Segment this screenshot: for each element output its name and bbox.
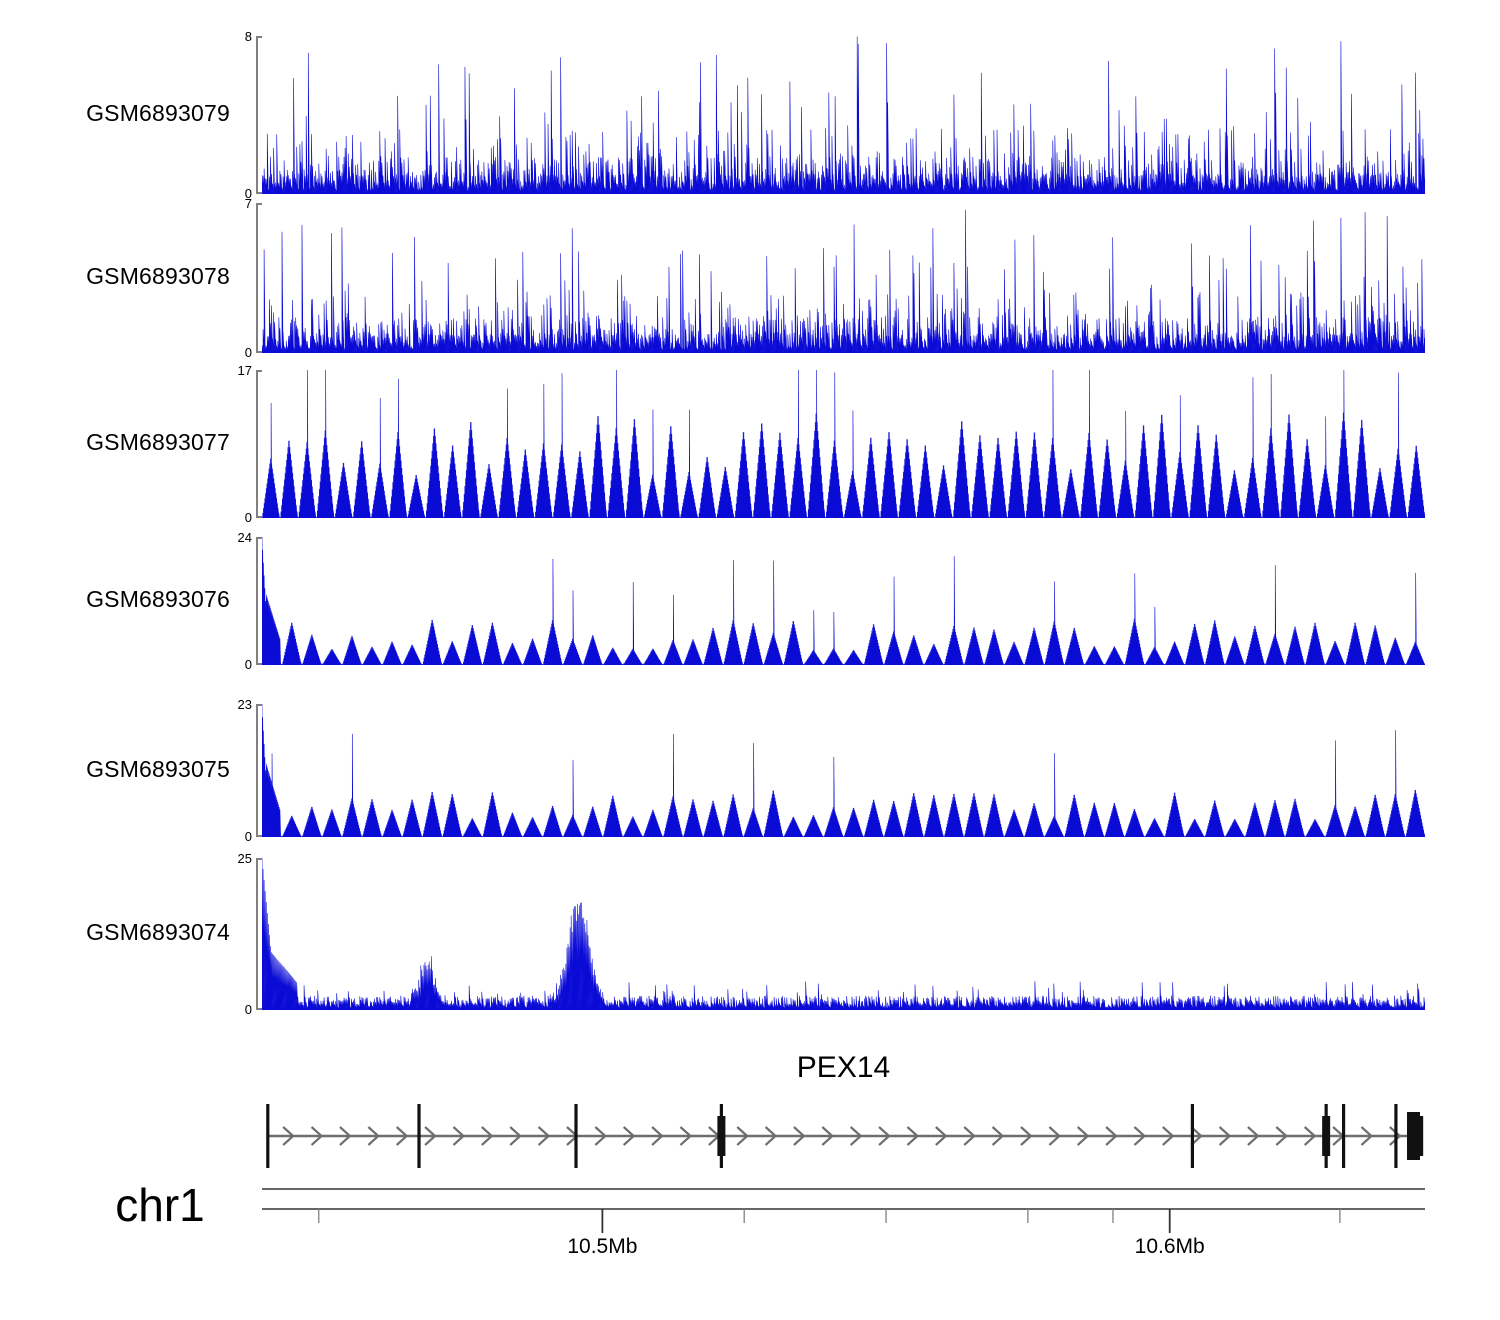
coverage-area <box>262 209 1425 353</box>
strand-arrow-icon <box>1303 1126 1317 1146</box>
coverage-track: GSM6893079 8 0 <box>0 30 1500 200</box>
gene-annotation-panel: PEX14 <box>0 1050 1500 1200</box>
strand-arrow-icon <box>594 1126 607 1146</box>
track-label-gsm6893075: GSM6893075 <box>86 755 230 782</box>
strand-arrow-icon <box>1105 1126 1118 1146</box>
y-axis-min-label: 0 <box>244 186 252 201</box>
strand-arrow-icon <box>1218 1126 1232 1146</box>
coverage-track: GSM6893077 17 0 <box>0 364 1500 524</box>
coverage-plot-area[interactable] <box>262 704 1425 837</box>
coverage-track: GSM6893074 25 0 <box>0 852 1500 1016</box>
coverage-track: GSM6893075 23 0 <box>0 698 1500 843</box>
ruler-tick-label: 10.6Mb <box>1134 1235 1205 1258</box>
coverage-plot-area[interactable] <box>262 203 1425 353</box>
strand-arrow-icon <box>1076 1126 1090 1146</box>
strand-arrow-icon <box>821 1126 834 1146</box>
strand-arrow-icon <box>1020 1126 1033 1146</box>
strand-arrow-icon <box>452 1126 466 1146</box>
y-axis-min-label: 0 <box>244 345 252 360</box>
exon-marker[interactable] <box>1190 1104 1194 1168</box>
y-axis-min-label: 0 <box>244 1002 252 1017</box>
strand-arrow-icon <box>1162 1126 1175 1146</box>
exon-marker[interactable] <box>266 1104 270 1168</box>
track-label-gsm6893074: GSM6893074 <box>86 919 230 945</box>
strand-arrow-icon <box>878 1126 891 1146</box>
exon-marker[interactable] <box>574 1104 578 1168</box>
y-axis-max-label: 24 <box>237 530 252 545</box>
strand-arrow-icon <box>622 1126 636 1146</box>
cds-block[interactable] <box>1322 1116 1331 1156</box>
strand-arrow-icon <box>481 1126 494 1146</box>
strand-arrow-icon <box>1360 1126 1374 1146</box>
strand-arrow-icon <box>906 1126 920 1146</box>
y-axis-max-label: 8 <box>244 29 252 44</box>
coverage-track: GSM6893078 7 0 <box>0 197 1500 359</box>
strand-arrow-icon <box>310 1126 324 1146</box>
ruler-tick-label: 10.5Mb <box>567 1235 638 1258</box>
exon-marker[interactable] <box>417 1104 421 1168</box>
strand-arrow-icon <box>991 1126 1005 1146</box>
cds-block[interactable] <box>717 1116 726 1156</box>
y-axis-min-label: 0 <box>244 829 252 844</box>
strand-arrow-icon <box>1247 1126 1260 1146</box>
strand-arrow-icon <box>1048 1126 1061 1146</box>
y-axis-max-label: 17 <box>237 363 252 378</box>
exon-marker[interactable] <box>1394 1104 1398 1168</box>
y-axis-max-label: 25 <box>237 851 252 866</box>
coverage-plot-area[interactable] <box>262 858 1425 1010</box>
strand-arrow-icon <box>424 1126 437 1146</box>
strand-arrow-icon <box>282 1126 295 1146</box>
coverage-area <box>262 36 1425 194</box>
y-axis-max-label: 23 <box>237 697 252 712</box>
strand-arrow-icon <box>935 1126 948 1146</box>
y-axis-max-label: 7 <box>244 196 252 211</box>
strand-arrow-icon <box>1389 1126 1402 1146</box>
track-label-gsm6893078: GSM6893078 <box>86 263 230 289</box>
coverage-area <box>262 370 1425 518</box>
coverage-area <box>262 537 1425 665</box>
strand-arrow-icon <box>1133 1126 1147 1146</box>
strand-arrow-icon <box>736 1126 749 1146</box>
strand-arrow-icon <box>367 1126 380 1146</box>
track-label-gsm6893076: GSM6893076 <box>86 586 230 612</box>
strand-arrow-icon <box>963 1126 976 1146</box>
strand-arrow-icon <box>793 1126 806 1146</box>
terminal-exon-block[interactable] <box>1407 1112 1420 1160</box>
strand-arrow-icon <box>395 1126 409 1146</box>
strand-arrow-icon <box>537 1126 551 1146</box>
coverage-area <box>262 704 1425 837</box>
strand-arrow-icon <box>764 1126 778 1146</box>
genomic-ruler[interactable]: 10.5Mb 10.6Mb <box>0 1185 1500 1305</box>
coverage-track: GSM6893076 24 0 <box>0 531 1500 671</box>
y-axis-min-label: 0 <box>244 657 252 672</box>
strand-arrow-icon <box>651 1126 664 1146</box>
coverage-plot-area[interactable] <box>262 370 1425 518</box>
strand-arrow-icon <box>339 1126 352 1146</box>
exon-marker[interactable] <box>1341 1104 1346 1168</box>
gene-model-svg[interactable] <box>262 1098 1425 1174</box>
coverage-plot-area[interactable] <box>262 36 1425 194</box>
track-label-gsm6893079: GSM6893079 <box>86 100 230 126</box>
track-label-gsm6893077: GSM6893077 <box>86 429 230 455</box>
strand-arrow-icon <box>1275 1126 1288 1146</box>
coverage-area <box>262 858 1425 1010</box>
strand-arrow-icon <box>1190 1126 1203 1146</box>
coverage-plot-area[interactable] <box>262 537 1425 665</box>
gene-name-label: PEX14 <box>796 1051 891 1084</box>
strand-arrow-icon <box>509 1126 522 1146</box>
chromosome-label: chr1 <box>115 1179 205 1231</box>
ruler-svg[interactable] <box>262 1185 1425 1245</box>
strand-arrow-icon <box>849 1126 863 1146</box>
strand-arrow-icon <box>679 1126 693 1146</box>
y-axis-min-label: 0 <box>244 510 252 525</box>
